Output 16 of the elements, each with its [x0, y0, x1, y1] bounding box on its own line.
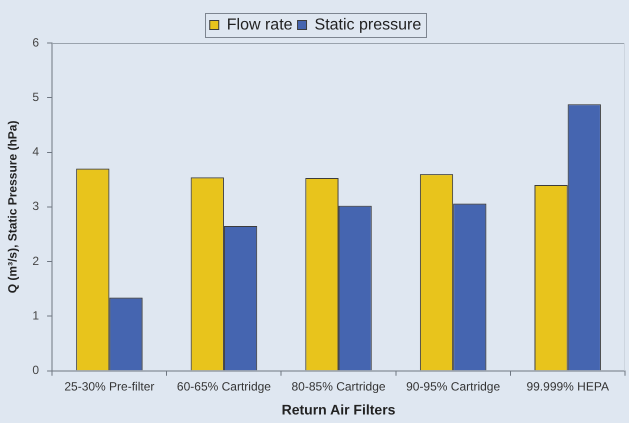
y-tick-label: 2: [32, 254, 40, 268]
x-axis-title: Return Air Filters: [282, 401, 396, 418]
legend-label: Static pressure: [314, 16, 422, 34]
y-axis-title: Q (m³/s), Static Pressure (hPa): [6, 120, 20, 294]
x-tick-label: 60-65% Cartridge: [176, 379, 272, 394]
x-tick-label: 99.999% HEPA: [526, 379, 609, 394]
y-tick-label: 0: [32, 363, 40, 378]
y-tick-label: 6: [32, 35, 40, 50]
y-tick-label: 1: [32, 308, 40, 322]
y-tick-label: 3: [32, 199, 40, 214]
x-tick-label: 90-95% Cartridge: [406, 379, 500, 394]
x-tick-label: 80-85% Cartridge: [292, 379, 386, 394]
y-tick-label: 4: [32, 144, 40, 159]
legend-label: Flow rate: [226, 16, 293, 34]
x-tick-label: 25-30% Pre-filter: [64, 379, 154, 394]
y-tick-label: 5: [32, 90, 40, 104]
